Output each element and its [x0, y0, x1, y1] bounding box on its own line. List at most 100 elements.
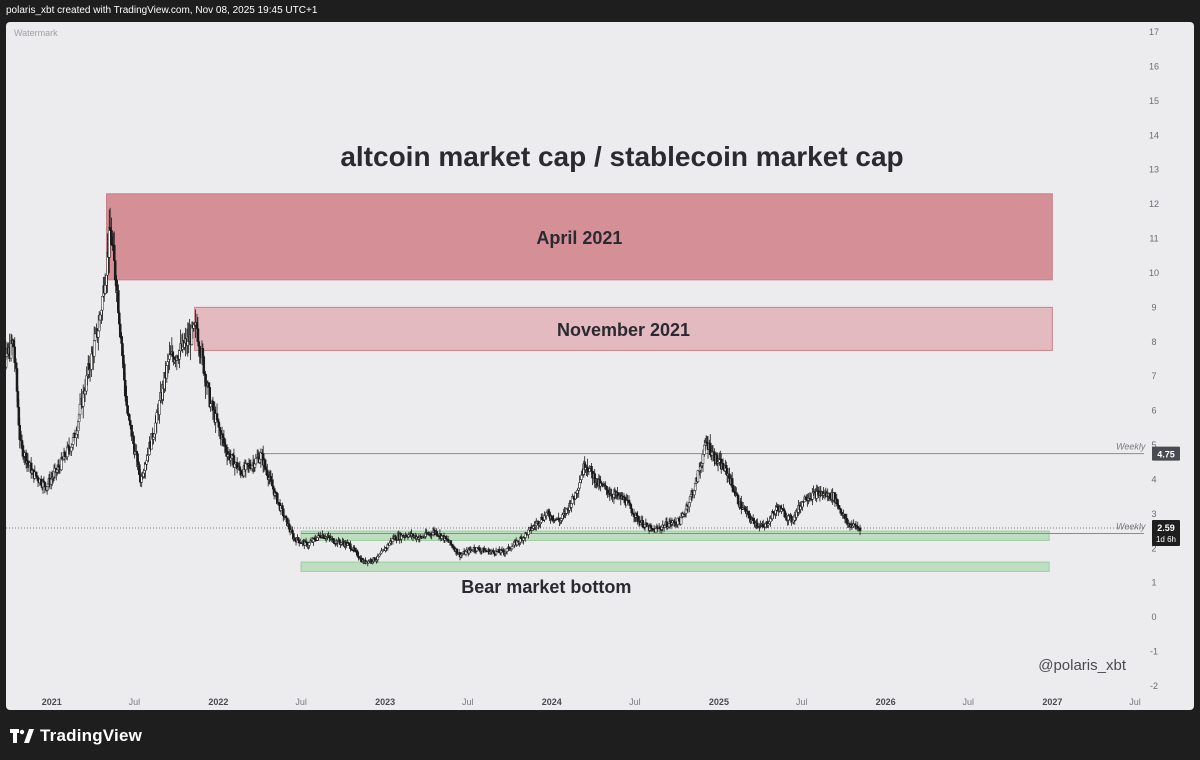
x-tick-label: 2022	[208, 697, 228, 707]
candle-body	[606, 489, 609, 494]
candle-body	[97, 330, 100, 338]
x-tick-label: 2025	[709, 697, 729, 707]
candle-body	[641, 520, 644, 528]
candle	[235, 457, 239, 474]
candle	[129, 419, 132, 430]
candle-body	[259, 452, 263, 460]
candle-body	[576, 490, 579, 494]
tradingview-logo-icon	[10, 729, 34, 743]
candle	[113, 258, 117, 287]
candle-body	[297, 537, 300, 541]
candle-body	[117, 290, 120, 314]
candle-body	[636, 515, 639, 522]
candle-body	[761, 524, 765, 527]
candle-body	[772, 511, 775, 514]
annotation-label: Bear market bottom	[461, 577, 631, 597]
candle-body	[696, 470, 700, 482]
y-tick-label: 14	[1149, 130, 1159, 140]
candle-body	[792, 519, 795, 523]
candle-body	[209, 403, 212, 408]
y-tick-label: 10	[1149, 268, 1159, 278]
candle-body	[154, 422, 157, 435]
candle-body	[350, 548, 353, 551]
candle-body	[264, 466, 268, 471]
y-tick-label: 15	[1149, 96, 1159, 106]
candle-body	[63, 452, 67, 458]
candle-body	[113, 260, 117, 281]
candle	[370, 558, 373, 565]
candle-body	[229, 457, 232, 461]
candle	[858, 524, 862, 536]
y-tick-label: 8	[1151, 337, 1156, 347]
x-tick-label: Jul	[1129, 697, 1141, 707]
tradingview-logo-text: TradingView	[40, 726, 143, 745]
candle	[13, 337, 16, 372]
candle-body	[34, 471, 38, 477]
candle-body	[92, 340, 96, 357]
y-tick-label: 6	[1151, 406, 1156, 416]
weekly-line-label: Weekly	[1116, 522, 1146, 532]
candle-body	[101, 296, 104, 311]
y-tick-label: 7	[1151, 371, 1156, 381]
candle	[782, 504, 785, 512]
candle-body	[435, 531, 438, 536]
chart-canvas[interactable]: Watermark-2-1012345678910111213141516172…	[6, 22, 1194, 710]
weekly-lines: Weekly Weekly	[259, 442, 1146, 535]
x-tick-label: 2026	[876, 697, 896, 707]
candle-body	[505, 548, 509, 552]
candle-body	[561, 514, 564, 519]
candle	[435, 528, 438, 537]
zone-label: November 2021	[557, 320, 690, 340]
candle-body	[103, 284, 107, 294]
y-tick-label: -2	[1150, 681, 1158, 691]
candle-body	[271, 485, 275, 490]
candle-body	[284, 515, 288, 519]
candle-body	[701, 454, 705, 464]
candle	[455, 548, 459, 557]
candle-body	[128, 414, 131, 421]
candle	[701, 449, 705, 472]
candle-body	[108, 227, 111, 258]
tradingview-logo[interactable]: TradingView	[10, 726, 142, 746]
candle-body	[510, 546, 514, 550]
candle	[43, 481, 47, 494]
candlestick-series	[6, 207, 862, 567]
candle-body	[152, 436, 155, 440]
y-tick-label: 5	[1151, 440, 1156, 450]
candle	[696, 469, 700, 483]
candle-body	[590, 466, 593, 472]
candle-body	[455, 548, 459, 554]
candle-body	[43, 482, 47, 487]
x-tick-label: Jul	[462, 697, 474, 707]
candle-body	[746, 510, 750, 514]
candle	[204, 371, 207, 399]
candle-body	[605, 486, 608, 491]
x-axis: 2021 Jul 2022 Jul 2023 Jul 2024 Jul 2025 Jul 2026 J…	[42, 697, 1141, 707]
candle-body	[215, 413, 219, 421]
y-tick-label: 9	[1151, 302, 1156, 312]
y-tick-label: 2	[1151, 543, 1156, 553]
candle-body	[736, 495, 740, 505]
zone-layer: April 2021 November 2021	[106, 193, 1053, 572]
candle-body	[571, 496, 574, 504]
x-tick-label: 2024	[542, 697, 562, 707]
chart-title: altcoin market cap / stablecoin market c…	[340, 141, 903, 172]
x-tick-label: Jul	[796, 697, 808, 707]
current-price-badge	[1152, 520, 1180, 547]
chart-frame: Watermark -2 -1 0 1 2 3 4 5 6 7 8 9 10 11 12 13 14 15 16 17 2…	[6, 22, 1194, 710]
x-tick-label: 2027	[1042, 697, 1062, 707]
x-tick-label: Jul	[629, 697, 641, 707]
y-tick-label: 1	[1151, 578, 1156, 588]
candle	[78, 393, 82, 420]
candle-body	[578, 482, 581, 489]
y-tick-label: -1	[1150, 647, 1158, 657]
candle-body	[118, 323, 122, 338]
resistance-zone	[106, 193, 1053, 281]
y-tick-label: 3	[1151, 509, 1156, 519]
candle-body	[751, 518, 755, 521]
x-tick-label: Jul	[963, 697, 975, 707]
candle-body	[224, 445, 227, 452]
candle-body	[83, 390, 87, 395]
x-tick-label: 2023	[375, 697, 395, 707]
